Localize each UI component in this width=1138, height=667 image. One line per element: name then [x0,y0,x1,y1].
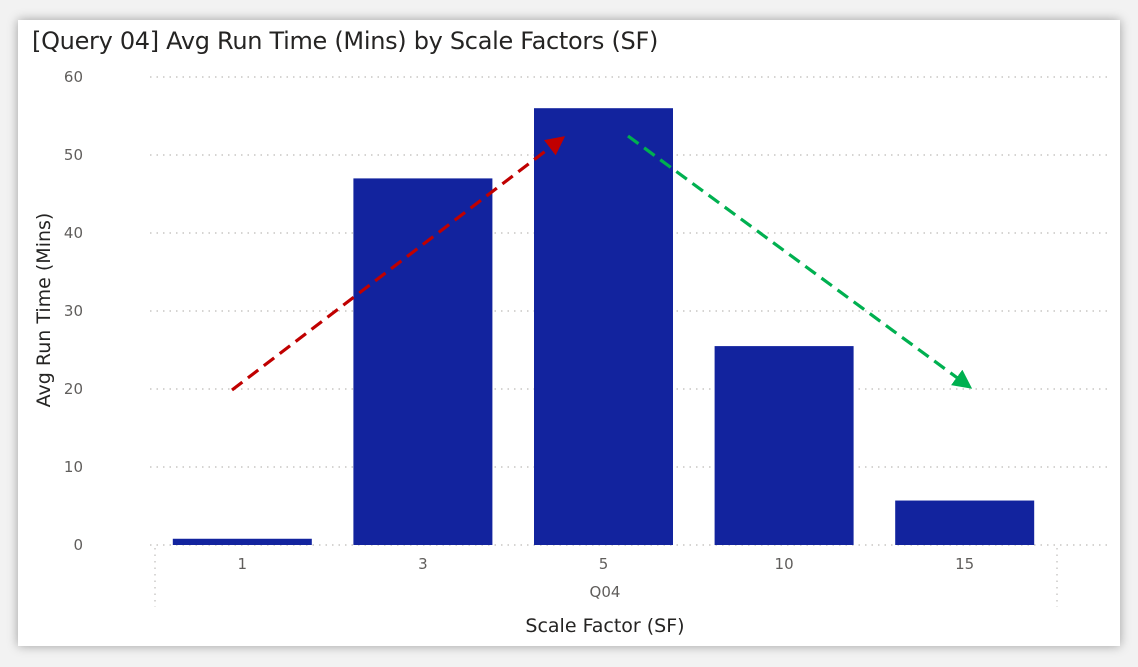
chart-title: [Query 04] Avg Run Time (Mins) by Scale … [32,27,659,55]
y-tick-label: 0 [73,536,83,554]
x-tick-label: 10 [775,555,794,573]
y-tick-label: 60 [64,68,83,86]
y-tick-label: 40 [64,224,83,242]
y-tick-label: 30 [64,302,83,320]
bar-1[interactable] [172,538,312,545]
y-tick-label: 10 [64,458,83,476]
trend-arrow-decreasing [627,134,973,389]
bars [172,108,1035,545]
x-axis-title: Scale Factor (SF) [525,615,684,637]
y-tick-label: 20 [64,380,83,398]
bar-5[interactable] [534,108,673,545]
bar-10[interactable] [714,346,854,545]
x-tick-label: 5 [599,555,609,573]
x-tick-label: 3 [418,555,428,573]
x-axis-ticks: 1 3 5 10 15 [238,555,975,573]
x-tick-label: 1 [238,555,248,573]
y-axis-title: Avg Run Time (Mins) [33,213,55,408]
bar-3[interactable] [353,178,493,545]
y-tick-label: 50 [64,146,83,164]
trend-arrow-increasing [231,136,566,392]
y-axis-ticks: 0 10 20 30 40 50 60 [64,68,83,554]
x-tick-label: 15 [955,555,974,573]
x-group-label: Q04 [590,583,621,601]
trend-arrows [231,134,973,392]
bar-15[interactable] [895,500,1035,545]
